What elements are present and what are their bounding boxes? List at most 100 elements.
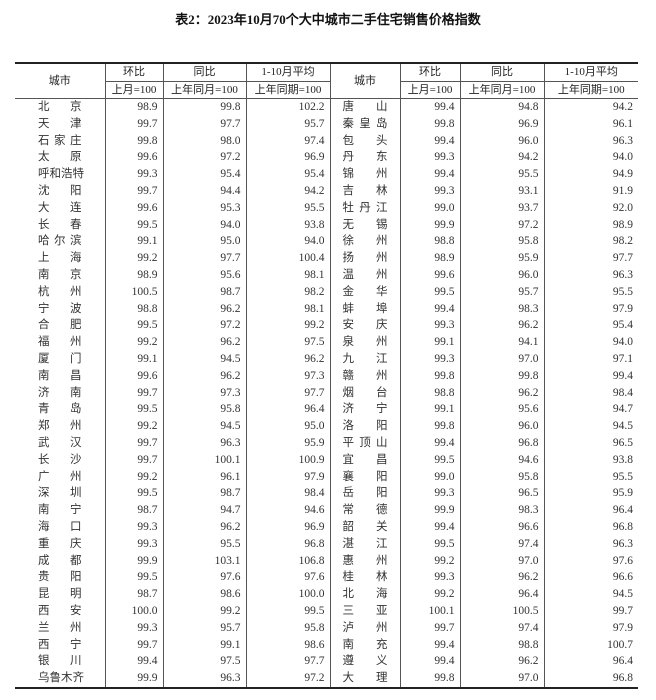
city-cell: 呼和浩特 — [15, 166, 106, 183]
mom-cell: 99.4 — [400, 434, 461, 452]
mom-cell: 98.9 — [105, 98, 164, 116]
yoy-cell: 96.3 — [163, 670, 247, 688]
mom-cell: 100.5 — [105, 283, 164, 301]
mom-cell: 99.0 — [400, 199, 461, 217]
mom-cell: 99.7 — [400, 619, 461, 637]
page-title: 表2：2023年10月70个大中城市二手住宅销售价格指数 — [175, 12, 481, 27]
yoy-cell: 95.4 — [163, 166, 247, 183]
mom-cell: 99.4 — [400, 518, 461, 536]
city-name: 上海 — [38, 252, 82, 265]
yoy-cell: 95.9 — [460, 250, 545, 267]
avg-cell: 95.7 — [246, 115, 331, 133]
yoy-cell: 98.0 — [163, 132, 247, 150]
header-avg: 1-10月平均 — [246, 63, 331, 82]
avg-cell: 99.7 — [612, 604, 633, 617]
yoy-cell: 95.7 — [460, 283, 545, 301]
mom-cell: 99.2 — [400, 552, 461, 570]
table-row: 南京 98.9 95.6 98.1 温州 99.6 96.0 96.3 — [15, 266, 638, 284]
yoy-cell: 95.8 — [460, 468, 545, 486]
city-cell: 青岛 — [15, 401, 106, 419]
avg-cell: 96.8 — [612, 520, 633, 533]
city-name: 长沙 — [38, 453, 82, 466]
yoy-cell: 95.5 — [460, 166, 545, 183]
table-row: 福州 99.2 96.2 97.5 泉州 99.1 94.1 94.0 — [15, 334, 638, 351]
mom-cell: 99.3 — [400, 317, 461, 335]
city-cell: 济南 — [15, 384, 106, 402]
avg-cell: 94.7 — [612, 403, 633, 416]
yoy-cell: 96.1 — [163, 468, 247, 486]
header-row-2: 上月=100 上年同月=100 上年同期=100 上月=100 上年同月=100… — [15, 81, 638, 99]
avg-cell: 96.5 — [612, 436, 633, 449]
city-name: 合肥 — [38, 319, 82, 332]
city-cell: 成都 — [15, 552, 106, 570]
city-name: 济南 — [38, 386, 82, 399]
avg-cell: 99.2 — [246, 317, 331, 335]
mom-cell: 98.8 — [400, 384, 461, 402]
yoy-cell: 94.5 — [163, 350, 247, 368]
mom-cell: 99.2 — [400, 586, 461, 603]
avg-cell: 97.7 — [246, 653, 331, 671]
avg-cell: 96.6 — [612, 571, 633, 584]
city-cell: 太原 — [15, 149, 106, 167]
yoy-cell: 98.3 — [460, 300, 545, 318]
price-index-table: 城市 环比 同比 1-10月平均 城市 环比 同比 1-10月平均 上月=100… — [15, 62, 638, 689]
yoy-cell: 96.2 — [460, 317, 545, 335]
avg-cell: 96.4 — [612, 504, 633, 517]
city-name: 哈尔滨 — [38, 235, 82, 248]
mom-cell: 100.0 — [105, 602, 164, 620]
city-name: 北海 — [342, 588, 388, 601]
avg-cell: 94.5 — [612, 420, 633, 433]
city-name: 泉州 — [342, 336, 388, 349]
avg-cell: 95.9 — [246, 434, 331, 452]
mom-cell: 99.2 — [105, 468, 164, 486]
avg-cell: 100.7 — [607, 638, 633, 651]
city-cell: 丹东 — [330, 149, 401, 167]
header-yoy-right: 同比 — [460, 63, 545, 82]
city-cell: 南昌 — [15, 367, 106, 385]
yoy-cell: 97.6 — [163, 569, 247, 587]
city-cell: 遵义 — [330, 653, 401, 671]
avg-cell: 93.8 — [246, 216, 331, 234]
table-body: 北京 98.9 99.8 102.2 唐山 99.4 94.8 94.2 天津 99.7 97.7 9… — [15, 98, 638, 688]
table-row: 深圳 99.5 98.7 98.4 岳阳 99.3 96.5 95.9 — [15, 485, 638, 503]
table-row: 海口 99.3 96.2 96.9 韶关 99.4 96.6 96.8 — [15, 518, 638, 536]
mom-cell: 99.7 — [105, 384, 164, 402]
city-name: 岳阳 — [342, 487, 388, 500]
city-cell: 合肥 — [15, 317, 106, 335]
city-name: 大连 — [38, 201, 82, 214]
table-row: 天津 99.7 97.7 95.7 秦皇岛 99.8 96.9 96.1 — [15, 115, 638, 133]
avg-cell: 100.4 — [246, 250, 331, 267]
city-name: 温州 — [342, 268, 388, 281]
city-cell: 南充 — [330, 636, 401, 654]
city-cell: 锦州 — [330, 166, 401, 183]
city-cell: 赣州 — [330, 367, 401, 385]
avg-cell: 96.4 — [612, 655, 633, 668]
avg-cell: 96.3 — [612, 537, 633, 550]
city-cell: 南宁 — [15, 502, 106, 519]
avg-cell: 94.0 — [612, 336, 633, 349]
avg-cell: 100.0 — [246, 586, 331, 603]
header-mom: 环比 — [105, 63, 164, 82]
yoy-cell: 94.6 — [460, 451, 545, 469]
city-cell: 烟台 — [330, 384, 401, 402]
yoy-cell: 94.2 — [460, 149, 545, 167]
city-cell: 泸州 — [330, 619, 401, 637]
table-row: 上海 99.2 97.7 100.4 扬州 98.9 95.9 97.7 — [15, 250, 638, 267]
city-name: 广州 — [38, 470, 82, 483]
yoy-cell: 96.2 — [460, 384, 545, 402]
yoy-cell: 97.2 — [163, 149, 247, 167]
avg-cell: 93.8 — [612, 453, 633, 466]
yoy-cell: 97.0 — [460, 350, 545, 368]
city-cell: 温州 — [330, 266, 401, 284]
header-avg-base-right: 上年同期=100 — [544, 81, 638, 99]
city-name: 呼和浩特 — [38, 168, 84, 181]
table-row: 武汉 99.7 96.3 95.9 平顶山 99.4 96.8 96.5 — [15, 434, 638, 452]
city-cell: 襄阳 — [330, 468, 401, 486]
city-cell: 广州 — [15, 468, 106, 486]
mom-cell: 99.5 — [105, 569, 164, 587]
header-yoy-base: 上年同月=100 — [163, 81, 247, 99]
yoy-cell: 94.1 — [460, 334, 545, 351]
city-name: 蚌埠 — [342, 302, 388, 315]
header-avg-right: 1-10月平均 — [544, 63, 638, 82]
yoy-cell: 95.8 — [163, 401, 247, 419]
